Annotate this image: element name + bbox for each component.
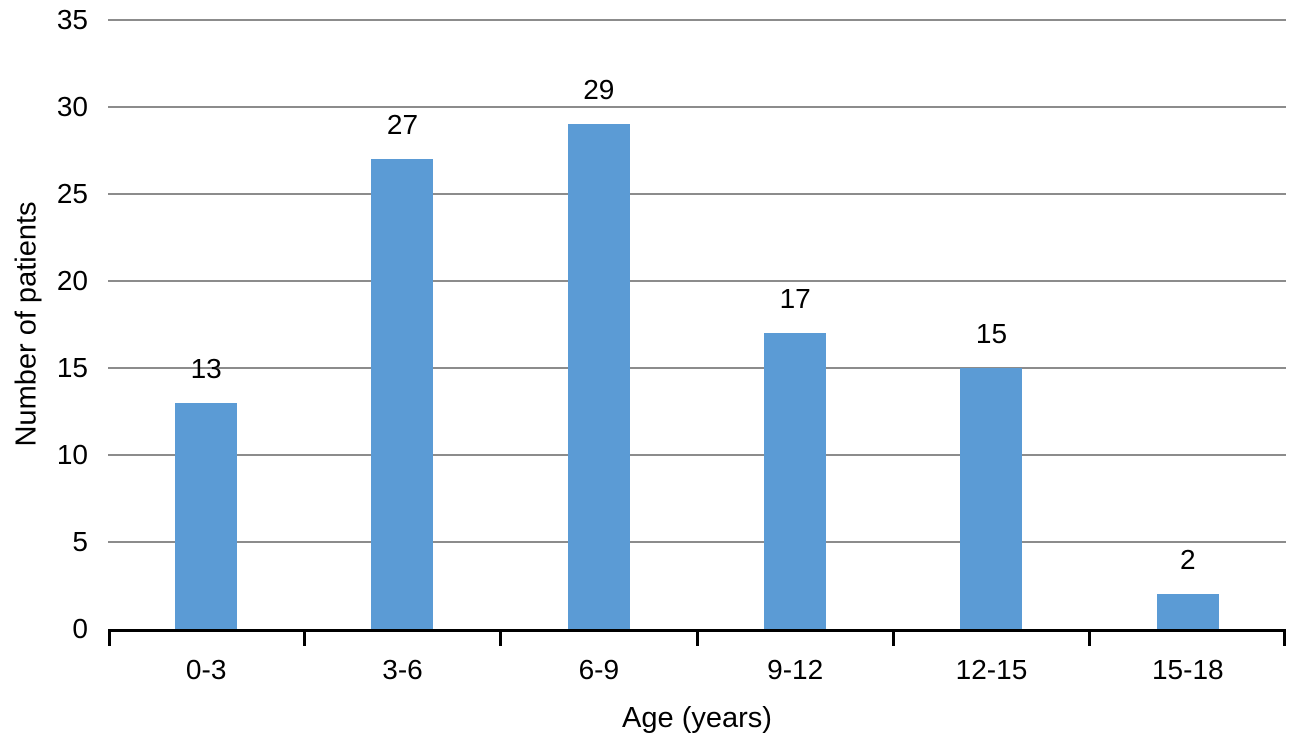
y-tick-label: 15 [56, 351, 88, 383]
gridline [108, 193, 1286, 195]
x-tick-label: 0-3 [185, 654, 227, 685]
gridline [108, 280, 1286, 282]
y-tick-label: 30 [56, 90, 88, 122]
x-axis-tick [1088, 629, 1092, 646]
x-tick-label: 6-9 [578, 654, 620, 685]
gridline [108, 541, 1286, 543]
x-tick-label: 15-18 [1151, 654, 1224, 685]
category-cell: 2 [1090, 20, 1286, 629]
category-cell: 29 [501, 20, 697, 629]
bar [960, 368, 1023, 629]
bar-value-label: 2 [1180, 544, 1196, 576]
category-cell: 27 [304, 20, 500, 629]
x-axis-title: Age (years) [622, 702, 772, 734]
bar [175, 402, 238, 629]
y-tick-label: 10 [56, 439, 88, 470]
y-tick-label: 5 [72, 526, 88, 557]
bar-value-label: 17 [779, 283, 811, 315]
x-axis-tick [499, 629, 503, 646]
x-tick-label: 12-15 [955, 654, 1028, 685]
category-cell: 15 [893, 20, 1089, 629]
y-tick-label: 0 [72, 613, 88, 644]
x-tick-label: 9-12 [767, 654, 824, 685]
category-cell: 17 [697, 20, 893, 629]
x-axis-tick [695, 629, 699, 646]
gridline [108, 19, 1286, 21]
x-axis-tick [302, 629, 306, 646]
bar [567, 124, 630, 629]
y-tick-label: 25 [56, 177, 88, 209]
gridlines-layer [108, 19, 1286, 629]
x-axis-tick [891, 629, 895, 646]
x-axis-tick [108, 629, 111, 646]
y-tick-label: 35 [56, 4, 88, 35]
bars-layer: 13 27 29 17 15 2 [108, 20, 1286, 629]
bar-value-label: 13 [190, 352, 222, 384]
x-axis-tick [1283, 629, 1286, 646]
gridline [108, 106, 1286, 108]
x-tick-label: 3-6 [382, 654, 423, 685]
y-tick-label: 20 [56, 265, 88, 296]
y-tick-labels: 0 5 10 15 20 25 30 35 [0, 4, 88, 644]
bar-value-label: 29 [583, 74, 615, 106]
category-cell: 13 [108, 20, 304, 629]
bar [371, 159, 434, 629]
bar-value-label: 27 [386, 109, 419, 141]
plot-area: 13 27 29 17 15 2 [108, 19, 1286, 646]
x-tick-labels: 0-3 3-6 6-9 9-12 12-15 15-18 [108, 653, 1286, 687]
bar [1156, 594, 1219, 629]
bar-value-label: 15 [975, 318, 1008, 349]
gridline [108, 454, 1286, 456]
gridline [108, 367, 1286, 369]
bar [764, 333, 827, 629]
